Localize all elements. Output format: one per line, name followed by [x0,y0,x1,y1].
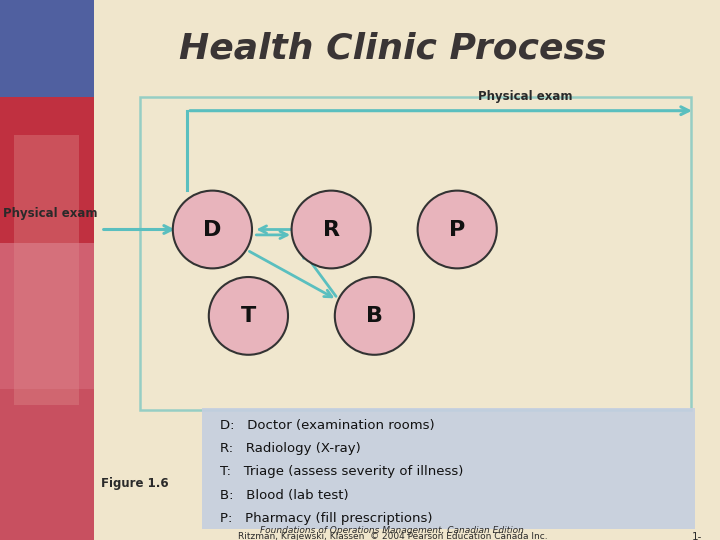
FancyBboxPatch shape [0,389,94,540]
FancyBboxPatch shape [0,0,94,97]
Text: T:   Triage (assess severity of illness): T: Triage (assess severity of illness) [220,465,463,478]
Text: Physical exam: Physical exam [478,90,573,103]
Text: Physical exam: Physical exam [3,207,98,220]
FancyBboxPatch shape [202,408,695,529]
Ellipse shape [418,191,497,268]
Ellipse shape [173,191,252,268]
Ellipse shape [335,277,414,355]
Ellipse shape [292,191,371,268]
Text: R: R [323,219,340,240]
Text: 1-: 1- [692,532,702,540]
Text: P:   Pharmacy (fill prescriptions): P: Pharmacy (fill prescriptions) [220,512,432,525]
Text: Foundations of Operations Management, Canadian Edition: Foundations of Operations Management, Ca… [261,526,524,535]
Text: B: B [366,306,383,326]
Text: Ritzman, Krajewski, Klassen  © 2004 Pearson Education Canada Inc.: Ritzman, Krajewski, Klassen © 2004 Pears… [238,532,547,540]
Text: D: D [203,219,222,240]
FancyBboxPatch shape [0,243,94,389]
FancyBboxPatch shape [0,97,94,243]
Text: B:   Blood (lab test): B: Blood (lab test) [220,489,348,502]
Text: T: T [240,306,256,326]
FancyBboxPatch shape [140,97,691,410]
Text: R:   Radiology (X-ray): R: Radiology (X-ray) [220,442,360,455]
Ellipse shape [209,277,288,355]
Text: P: P [449,219,465,240]
Text: Figure 1.6: Figure 1.6 [101,477,168,490]
Text: D:   Doctor (examination rooms): D: Doctor (examination rooms) [220,419,434,432]
FancyBboxPatch shape [94,0,720,540]
FancyBboxPatch shape [14,135,79,405]
Text: Health Clinic Process: Health Clinic Process [179,32,606,65]
